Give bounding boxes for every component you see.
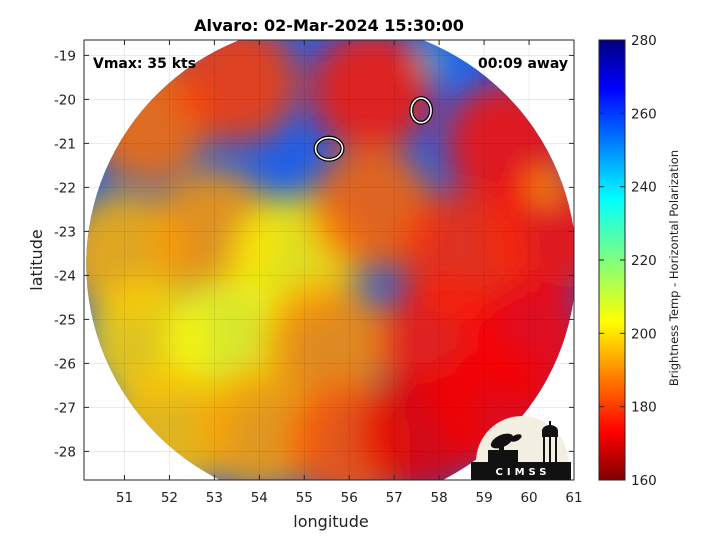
x-tick-label: 57: [386, 490, 403, 506]
colorbar-tick-label: 240: [631, 180, 657, 196]
x-axis-label: longitude: [293, 512, 368, 531]
colorbar-tick-label: 160: [631, 473, 657, 489]
colorbar-ticks: 280 260 240 220 200 180 160: [599, 33, 657, 489]
colorbar: 280 260 240 220 200 180 160 Brightness Temp - …: [598, 33, 681, 489]
cimss-logo: CIMSS: [471, 416, 571, 480]
logo-satellite-dish-icon: [488, 433, 522, 462]
x-tick-label: 60: [520, 490, 537, 506]
colorbar-tick-label: 280: [631, 33, 657, 49]
colorbar-tick-label: 220: [631, 253, 657, 269]
y-tick-label: -20: [54, 92, 76, 108]
x-tick-label: 53: [206, 490, 223, 506]
y-tick-label: -25: [54, 312, 76, 328]
island-outline-light: [314, 136, 344, 161]
x-tick-label: 61: [565, 490, 582, 506]
x-tick-label: 55: [296, 490, 313, 506]
time-away-annotation: 00:09 away: [478, 56, 568, 72]
y-tick-label: -22: [54, 180, 76, 196]
field-sample: [425, 48, 444, 67]
x-tick-label: 51: [116, 490, 133, 506]
y-tick-label: -24: [54, 268, 76, 284]
x-tick-label: 58: [431, 490, 448, 506]
logo-text: CIMSS: [496, 467, 551, 478]
colorbar-tick-label: 180: [631, 400, 657, 416]
colorbar-label: Brightness Temp - Horizontal Polarizatio…: [667, 150, 681, 386]
field-sample: [174, 40, 299, 144]
y-tick-label: -27: [54, 400, 76, 416]
y-tick-label: -21: [54, 136, 76, 152]
x-tick-label: 59: [475, 490, 492, 506]
y-axis-ticks: -19 -20 -21 -22 -23 -24 -25 -26 -27 -28: [54, 48, 574, 460]
y-tick-label: -26: [54, 356, 76, 372]
y-tick-label: -19: [54, 48, 76, 64]
field-sample: [264, 279, 389, 404]
x-axis-ticks: 51 52 53 54 55 56 57 58 59 60 61: [116, 40, 583, 506]
vmax-annotation: Vmax: 35 kts: [93, 56, 196, 72]
brightness-field: [86, 40, 574, 480]
colorbar-tick-label: 260: [631, 106, 657, 122]
field-sample: [535, 178, 554, 197]
x-tick-label: 54: [251, 490, 268, 506]
chart-title: Alvaro: 02-Mar-2024 15:30:00: [194, 16, 464, 35]
y-axis-label: latitude: [27, 229, 46, 290]
logo-banner: [471, 462, 571, 480]
field-sample: [309, 40, 434, 153]
x-tick-label: 52: [161, 490, 178, 506]
logo-water-tower-icon: [542, 421, 558, 462]
colorbar-tick-label: 200: [631, 326, 657, 342]
y-tick-label: -28: [54, 444, 76, 460]
island-outline-light: [410, 97, 432, 124]
x-tick-label: 56: [341, 490, 358, 506]
y-tick-label: -23: [54, 224, 76, 240]
axes-frame: [83, 39, 575, 481]
island-outlines: [313, 96, 434, 162]
